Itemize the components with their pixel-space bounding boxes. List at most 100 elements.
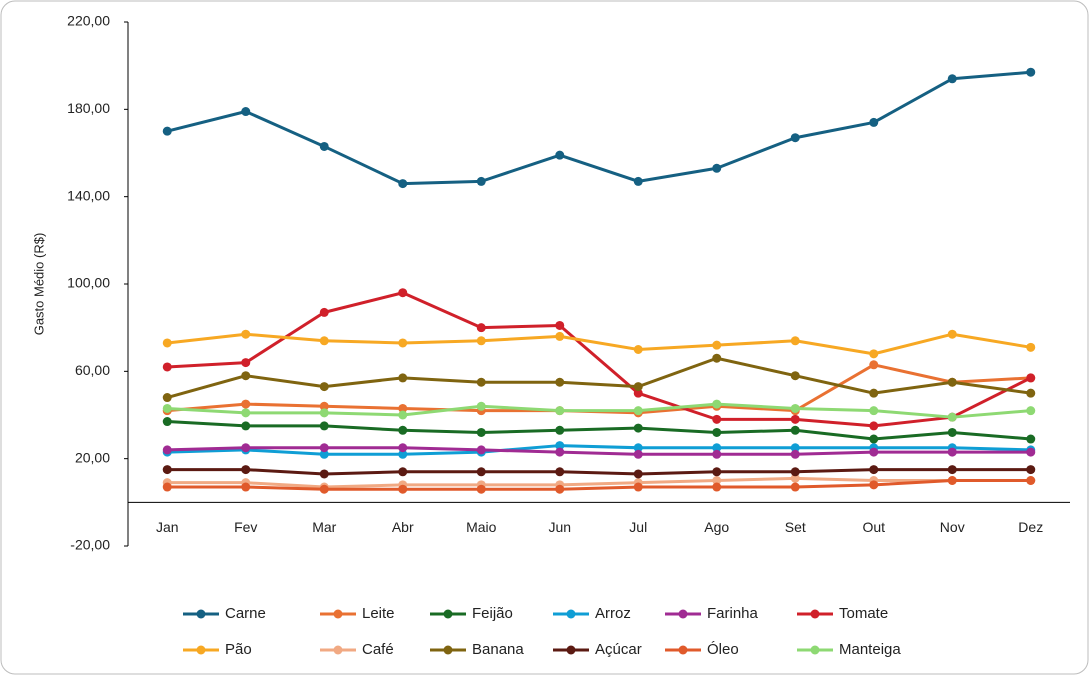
x-tick-label: Ago — [704, 519, 729, 535]
data-point — [555, 377, 565, 387]
data-point — [241, 482, 251, 492]
legend-label: Banana — [472, 641, 524, 658]
data-point — [319, 449, 329, 459]
legend-label: Manteiga — [839, 641, 901, 658]
legend-label: Farinha — [707, 605, 759, 622]
legend-label: Tomate — [839, 605, 888, 622]
data-point — [476, 467, 486, 477]
data-point — [633, 388, 643, 398]
legend-label: Açúcar — [595, 641, 642, 658]
data-point — [241, 107, 251, 117]
data-point — [790, 482, 800, 492]
data-point — [790, 371, 800, 381]
data-point — [712, 482, 722, 492]
legend-marker — [333, 609, 343, 619]
data-point — [241, 465, 251, 475]
series-line — [166, 356, 1031, 399]
data-point — [947, 447, 957, 457]
series-line — [167, 291, 1032, 428]
data-point — [869, 406, 879, 416]
data-point — [712, 340, 722, 350]
data-point — [1026, 406, 1036, 416]
data-point — [790, 443, 800, 453]
data-point — [555, 406, 565, 416]
data-point — [712, 476, 722, 485]
data-point — [1026, 434, 1036, 444]
data-point — [319, 307, 329, 317]
data-point — [869, 447, 879, 457]
series-line — [167, 402, 1031, 419]
x-tick-label: Nov — [940, 519, 965, 535]
legend-marker — [810, 609, 820, 619]
data-point — [947, 74, 957, 84]
data-point — [319, 141, 329, 151]
data-point — [790, 133, 800, 143]
data-point — [790, 336, 800, 346]
data-point — [398, 449, 408, 459]
data-point — [633, 176, 643, 186]
legend-label: Pão — [225, 641, 252, 658]
data-point — [633, 469, 643, 479]
data-point — [476, 336, 486, 346]
legend-marker — [443, 645, 453, 655]
data-point — [712, 399, 722, 409]
data-point — [555, 425, 565, 435]
data-point — [241, 371, 251, 381]
data-point — [712, 443, 722, 453]
x-tick-label: Abr — [392, 519, 414, 535]
data-point — [319, 382, 329, 392]
data-point — [869, 388, 879, 398]
data-point — [241, 329, 251, 339]
data-point — [398, 288, 408, 298]
data-point — [241, 358, 251, 368]
legend-marker — [196, 645, 206, 655]
data-point — [398, 179, 408, 189]
data-point — [1026, 342, 1036, 352]
data-point — [162, 126, 172, 136]
data-point — [869, 360, 879, 370]
data-point — [712, 467, 722, 477]
data-point — [869, 480, 879, 490]
legend-marker — [333, 645, 343, 655]
data-point — [162, 393, 172, 403]
data-point — [241, 443, 251, 453]
data-point — [712, 414, 722, 424]
data-point — [162, 338, 172, 348]
data-point — [241, 399, 251, 409]
legend-marker — [566, 645, 576, 655]
data-point — [319, 421, 329, 431]
legend-label: Óleo — [707, 641, 739, 658]
data-point — [947, 412, 957, 422]
data-point — [555, 331, 565, 341]
data-point — [869, 349, 879, 359]
data-point — [633, 482, 643, 492]
data-point — [712, 427, 722, 437]
x-tick-label: Jan — [156, 519, 179, 535]
data-point — [1026, 373, 1036, 383]
legend-label: Carne — [225, 605, 266, 622]
x-tick-label: Jun — [548, 519, 571, 535]
x-tick-label: Dez — [1018, 519, 1043, 535]
data-point — [633, 443, 643, 453]
data-point — [712, 449, 722, 459]
y-tick-label: 20,00 — [75, 449, 110, 465]
data-point — [633, 345, 643, 354]
data-point — [555, 484, 565, 494]
legend-label: Feijão — [472, 605, 513, 622]
data-point — [241, 408, 251, 418]
data-point — [712, 163, 722, 173]
data-point — [869, 117, 879, 127]
data-point — [398, 410, 408, 420]
legend-marker — [810, 645, 820, 655]
data-point — [398, 425, 408, 435]
data-point — [398, 373, 408, 383]
data-point — [555, 441, 565, 451]
data-point — [476, 176, 486, 186]
data-point — [633, 406, 643, 416]
data-point — [869, 421, 879, 431]
x-tick-label: Set — [785, 519, 806, 535]
data-point — [398, 484, 408, 494]
data-point — [476, 401, 486, 411]
data-point — [790, 414, 800, 424]
